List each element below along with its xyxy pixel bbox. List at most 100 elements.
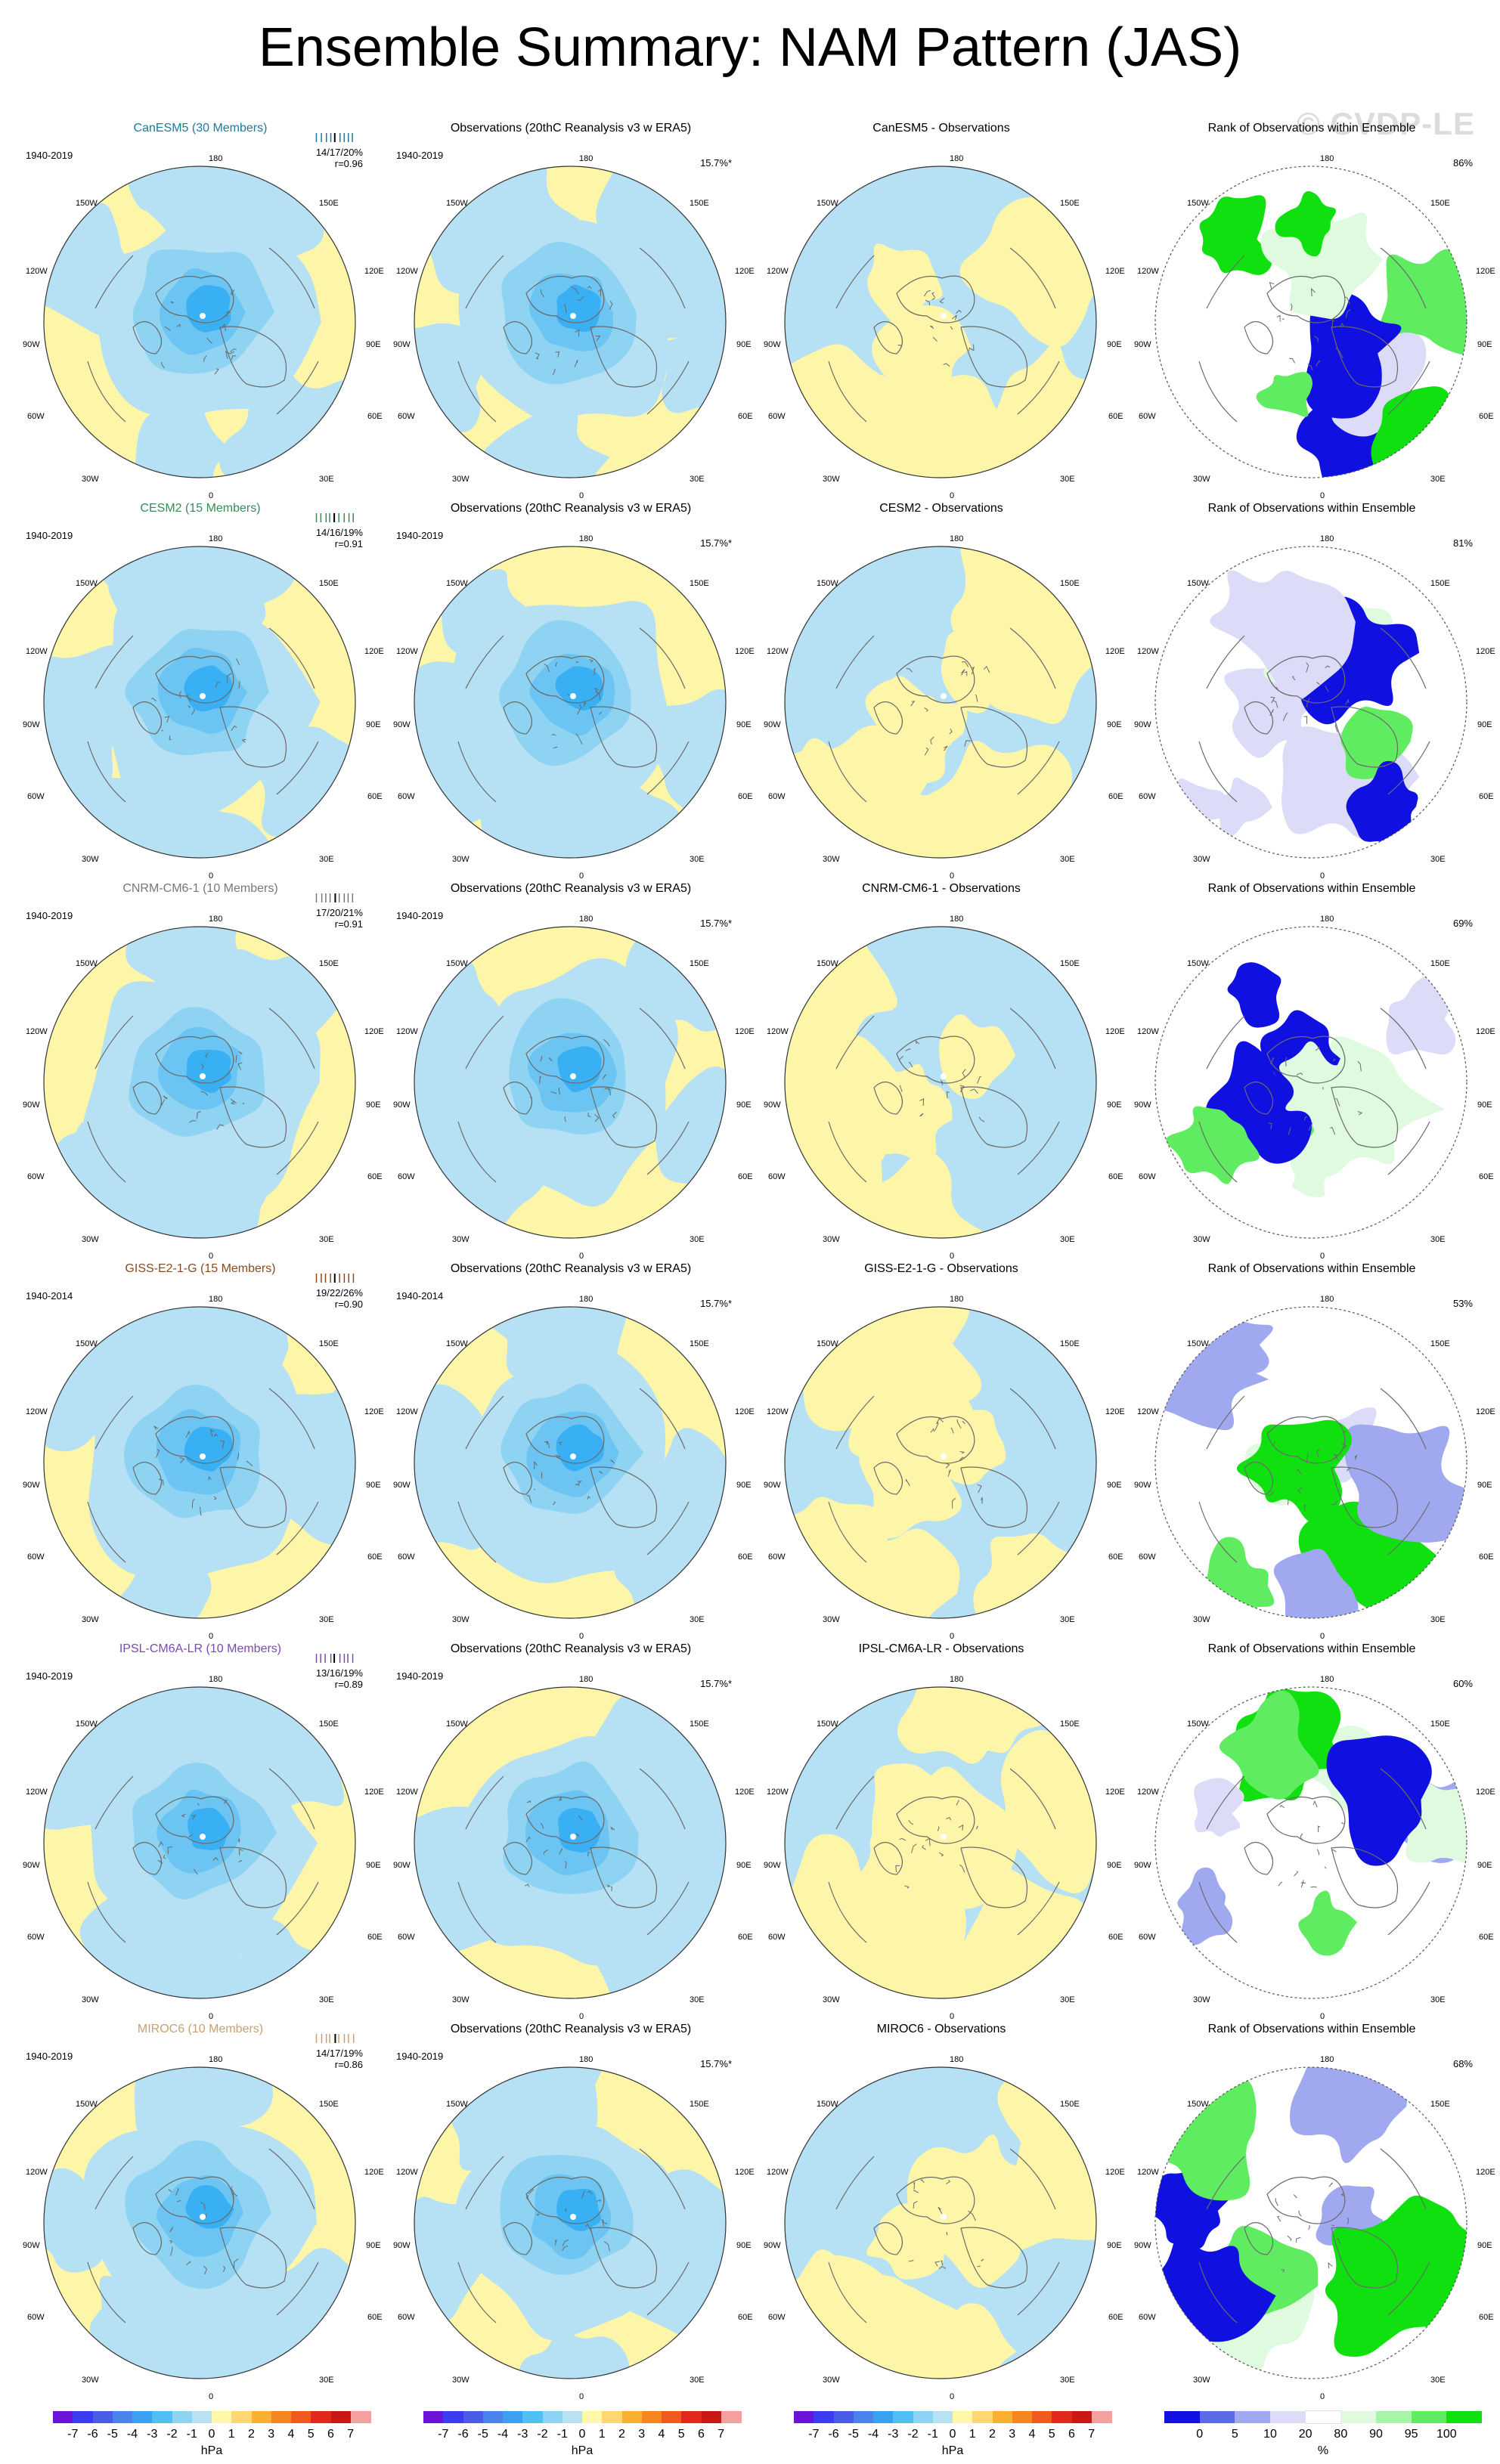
colorbar-label: -1 bbox=[556, 2428, 568, 2441]
longitude-label: 90E bbox=[736, 720, 752, 729]
longitude-label: 0 bbox=[209, 2392, 214, 2401]
longitude-label: 150W bbox=[76, 199, 98, 208]
longitude-label: 30W bbox=[452, 1615, 470, 1624]
longitude-label: 150W bbox=[817, 1339, 838, 1348]
pattern-correlation: r=0.89 bbox=[334, 1679, 363, 1690]
colorbar-label: -5 bbox=[477, 2428, 488, 2441]
ensemble-spread-ticks bbox=[315, 513, 354, 522]
longitude-label: 60W bbox=[1139, 412, 1156, 421]
rank-pct: 53% bbox=[1452, 1298, 1473, 1309]
longitude-label: 180 bbox=[950, 1295, 964, 1304]
longitude-label: 60W bbox=[1139, 1933, 1156, 1942]
longitude-label: 60E bbox=[1108, 2313, 1123, 2322]
variance-pct: 15.7%* bbox=[700, 157, 732, 169]
longitude-label: 60E bbox=[738, 1552, 753, 1562]
colorbar-swatch bbox=[1052, 2411, 1072, 2423]
pattern-stats: 14/17/19% r=0.86 bbox=[316, 2048, 363, 2070]
longitude-label: 120W bbox=[396, 267, 418, 276]
longitude-label: 120W bbox=[26, 267, 48, 276]
longitude-label: 90E bbox=[736, 340, 752, 349]
difference-panel: CanESM5 - Observations 180 150W 150E 120W 120… bbox=[764, 121, 1125, 500]
longitude-label: 90W bbox=[23, 1100, 40, 1110]
longitude-label: 120E bbox=[735, 647, 755, 656]
colorbar-label: -1 bbox=[186, 2428, 197, 2441]
colorbar-swatch bbox=[701, 2411, 722, 2423]
colorbar-swatch bbox=[932, 2411, 953, 2423]
pattern-stats: 17/20/21% r=0.91 bbox=[316, 907, 363, 930]
colorbar-label: 80 bbox=[1334, 2428, 1348, 2441]
longitude-label: 60E bbox=[1479, 792, 1494, 801]
longitude-label: 90W bbox=[1134, 2241, 1151, 2250]
longitude-label: 120W bbox=[396, 1788, 418, 1797]
longitude-label: 90W bbox=[764, 1100, 781, 1110]
longitude-label: 30W bbox=[82, 1615, 99, 1624]
longitude-label: 60W bbox=[1139, 1172, 1156, 1181]
longitude-label: 90E bbox=[1477, 720, 1492, 729]
colorbar-label: -4 bbox=[867, 2428, 879, 2441]
analysis-period: 1940-2019 bbox=[26, 530, 73, 541]
longitude-label: 180 bbox=[1320, 2055, 1334, 2064]
longitude-label: 60W bbox=[768, 792, 786, 801]
obs-polar-map bbox=[414, 1306, 727, 1619]
longitude-label: 30W bbox=[1193, 1235, 1210, 1244]
longitude-label: 30W bbox=[823, 1235, 840, 1244]
pattern-stats: 19/22/26% r=0.90 bbox=[316, 1287, 363, 1310]
panel-title: GISS-E2-1-G - Observations bbox=[864, 1262, 1018, 1275]
diff-polar-map bbox=[784, 926, 1097, 1239]
obs-polar-map bbox=[414, 2066, 727, 2379]
colorbar-label: 95 bbox=[1404, 2428, 1418, 2441]
rank-panel: Rank of Observations within Ensemble 69% 1… bbox=[1134, 881, 1495, 1261]
observations-panel: Observations (20thC Reanalysis v3 w ERA5… bbox=[393, 1642, 755, 2021]
rank-panel: Rank of Observations within Ensemble 53% 1… bbox=[1134, 1261, 1495, 1641]
longitude-label: 60W bbox=[768, 1552, 786, 1562]
hpa-colorbar-obs: -7 -6 -5 -4 -3 -2 -1 0 1 2 3 4 5 6 7 hPa bbox=[423, 2411, 742, 2464]
panel-title: Rank of Observations within Ensemble bbox=[1207, 122, 1416, 135]
longitude-label: 60W bbox=[27, 412, 45, 421]
colorbar-swatch bbox=[291, 2411, 311, 2423]
longitude-label: 60W bbox=[768, 1933, 786, 1942]
longitude-label: 120W bbox=[767, 1027, 789, 1036]
longitude-label: 90W bbox=[393, 340, 411, 349]
colorbar-swatch bbox=[503, 2411, 523, 2423]
colorbar-swatch bbox=[271, 2411, 292, 2423]
longitude-label: 60E bbox=[1479, 2313, 1494, 2322]
colorbar-swatch bbox=[562, 2411, 583, 2423]
panel-title: Observations (20thC Reanalysis v3 w ERA5… bbox=[450, 1642, 692, 1655]
colorbar-swatch bbox=[602, 2411, 622, 2423]
longitude-label: 150E bbox=[319, 2100, 339, 2109]
difference-panel: GISS-E2-1-G - Observations 180 150W 150E 120… bbox=[764, 1261, 1125, 1641]
obs-polar-map bbox=[414, 166, 727, 478]
panel-title: GISS-E2-1-G (15 Members) bbox=[125, 1262, 276, 1275]
longitude-label: 150E bbox=[690, 1339, 709, 1348]
longitude-label: 30E bbox=[1060, 1995, 1075, 2004]
panel-title: CNRM-CM6-1 (10 Members) bbox=[122, 882, 278, 895]
longitude-label: 120E bbox=[1105, 1788, 1125, 1797]
variance-pct: 15.7%* bbox=[700, 2058, 732, 2069]
obs-polar-map bbox=[414, 926, 727, 1239]
colorbar-swatch bbox=[482, 2411, 504, 2423]
longitude-label: 90W bbox=[764, 2241, 781, 2250]
longitude-label: 60W bbox=[27, 1552, 45, 1562]
page-title: Ensemble Summary: NAM Pattern (JAS) bbox=[258, 17, 1242, 78]
longitude-label: 120W bbox=[396, 1407, 418, 1416]
longitude-label: 60W bbox=[398, 1552, 415, 1562]
colorbar-swatch bbox=[212, 2411, 232, 2423]
longitude-label: 90E bbox=[366, 720, 381, 729]
model-polar-map bbox=[43, 546, 356, 859]
longitude-label: 90E bbox=[1477, 2241, 1492, 2250]
colorbar-label: 5 bbox=[1048, 2428, 1055, 2441]
rank-panel: Rank of Observations within Ensemble 81% 1… bbox=[1134, 501, 1495, 881]
observations-panel: Observations (20thC Reanalysis v3 w ERA5… bbox=[393, 501, 755, 881]
longitude-label: 150E bbox=[690, 959, 709, 968]
longitude-label: 0 bbox=[579, 1252, 584, 1261]
model-pattern-panel: GISS-E2-1-G (15 Members) 1940-2014 19/22/2… bbox=[23, 1261, 384, 1641]
colorbar-swatch bbox=[1376, 2411, 1412, 2423]
panel-title: CESM2 - Observations bbox=[879, 502, 1003, 515]
longitude-label: 120W bbox=[26, 1407, 48, 1416]
analysis-period: 1940-2019 bbox=[26, 1670, 73, 1682]
colorbar-label: -2 bbox=[166, 2428, 178, 2441]
longitude-label: 180 bbox=[579, 534, 593, 543]
rank-panel: Rank of Observations within Ensemble 86% 1… bbox=[1134, 121, 1495, 500]
longitude-label: 90W bbox=[1134, 1100, 1151, 1110]
longitude-label: 30W bbox=[452, 475, 470, 484]
